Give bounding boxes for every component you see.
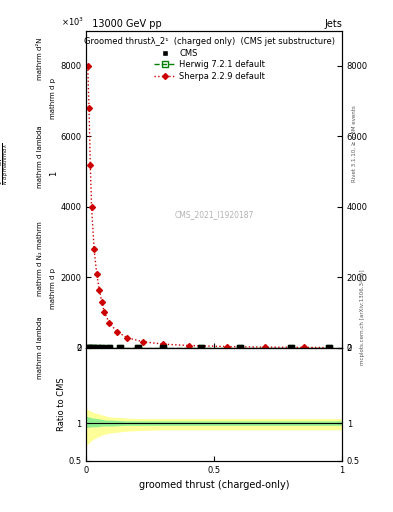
Text: mathrm d lambda: mathrm d lambda — [37, 126, 44, 188]
Text: mathrm d lambda: mathrm d lambda — [37, 316, 44, 378]
Text: Jets: Jets — [324, 18, 342, 29]
Text: mathrm d p: mathrm d p — [50, 78, 56, 119]
Text: CMS_2021_I1920187: CMS_2021_I1920187 — [174, 210, 254, 219]
Text: mcplots.cern.ch [arXiv:1306.3436]: mcplots.cern.ch [arXiv:1306.3436] — [360, 270, 365, 365]
Text: mathrm d p: mathrm d p — [50, 268, 56, 309]
Text: 1: 1 — [49, 170, 58, 176]
Text: mathrm d N₂ mathrm: mathrm d N₂ mathrm — [37, 221, 44, 295]
X-axis label: groomed thrust (charged-only): groomed thrust (charged-only) — [139, 480, 289, 490]
Text: $\frac{1}{N}\,\frac{dN}{d\,p\,\mathrm{mathrm}\,d\,\lambda}$: $\frac{1}{N}\,\frac{dN}{d\,p\,\mathrm{ma… — [0, 142, 12, 185]
Y-axis label: Ratio to CMS: Ratio to CMS — [57, 377, 66, 431]
Text: mathrm d²N: mathrm d²N — [37, 37, 44, 79]
Text: $\times10^3$: $\times10^3$ — [61, 15, 84, 28]
Text: Rivet 3.1.10, ≥ 3.3M events: Rivet 3.1.10, ≥ 3.3M events — [352, 105, 357, 182]
Legend: CMS, Herwig 7.2.1 default, Sherpa 2.2.9 default: CMS, Herwig 7.2.1 default, Sherpa 2.2.9 … — [82, 35, 338, 83]
Text: 13000 GeV pp: 13000 GeV pp — [86, 18, 162, 29]
